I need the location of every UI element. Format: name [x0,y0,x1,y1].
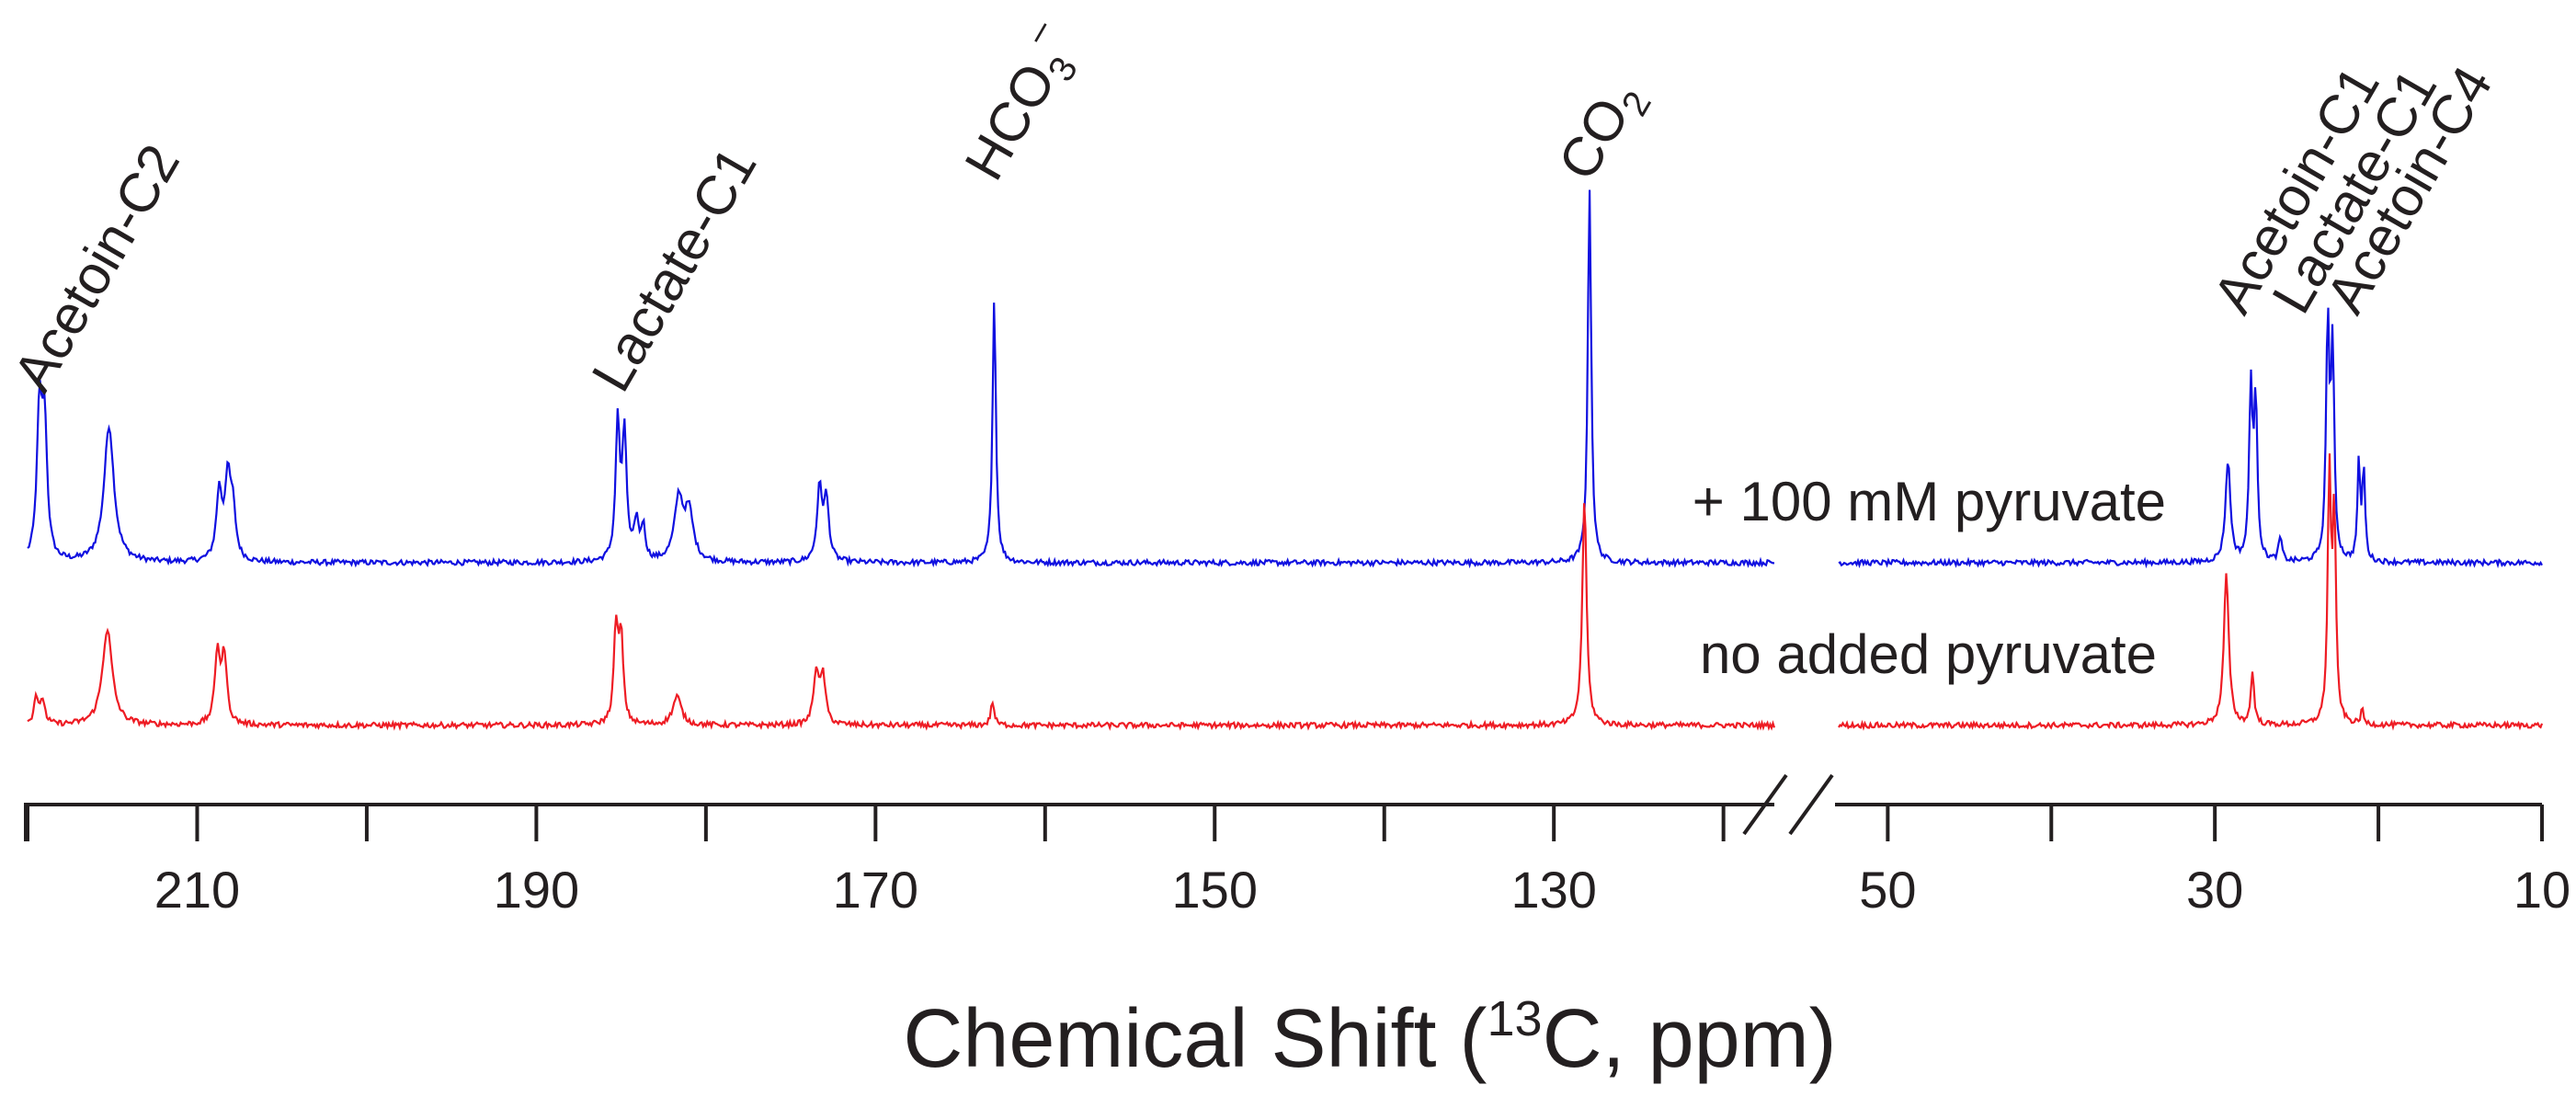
x-axis: 210 190 170 150 130 50 30 10 [24,773,2570,919]
peak-label: HCO3– [944,12,1097,195]
peak-label: Acetoin-C2 [2,134,191,402]
peak-label: Lactate-C1 [580,137,769,402]
peak-label-superscript: – [1016,12,1062,51]
spectra-layer [27,189,2544,732]
x-axis-title-superscript: 13 [1487,991,1543,1046]
tick-label: 150 [1172,861,1258,919]
tick-label: 130 [1510,861,1596,919]
legend-entry-no-pyruvate: no added pyruvate [1700,623,2157,685]
axis-break-mark [1742,773,1788,836]
spectrum-line-no-pyruvate-left [27,503,1776,732]
axis-break-mark [1788,773,1834,836]
spectrum-line-no-pyruvate-right [1838,453,2544,731]
tick-label: 10 [2513,861,2570,919]
x-axis-title-prefix: Chemical Shift ( [903,993,1487,1085]
peak-label-text: Acetoin-C2 [2,134,191,402]
spectrum-line-pyruvate-right [1838,307,2543,569]
x-axis-title: Chemical Shift (13C, ppm) [903,991,1836,1085]
tick-label: 210 [154,861,240,919]
legend: + 100 mM pyruvate no added pyruvate [1693,471,2166,685]
tick-label: 50 [1859,861,1916,919]
peak-label: CO2 [1546,70,1659,195]
spectrum-line-pyruvate-left [27,189,1775,569]
x-axis-title-suffix: C, ppm) [1543,993,1837,1085]
tick-label: 170 [833,861,918,919]
peak-label-text: Lactate-C1 [580,137,769,402]
legend-entry-pyruvate: + 100 mM pyruvate [1693,471,2166,532]
tick-label: 30 [2186,861,2243,919]
tick-label: 190 [494,861,579,919]
